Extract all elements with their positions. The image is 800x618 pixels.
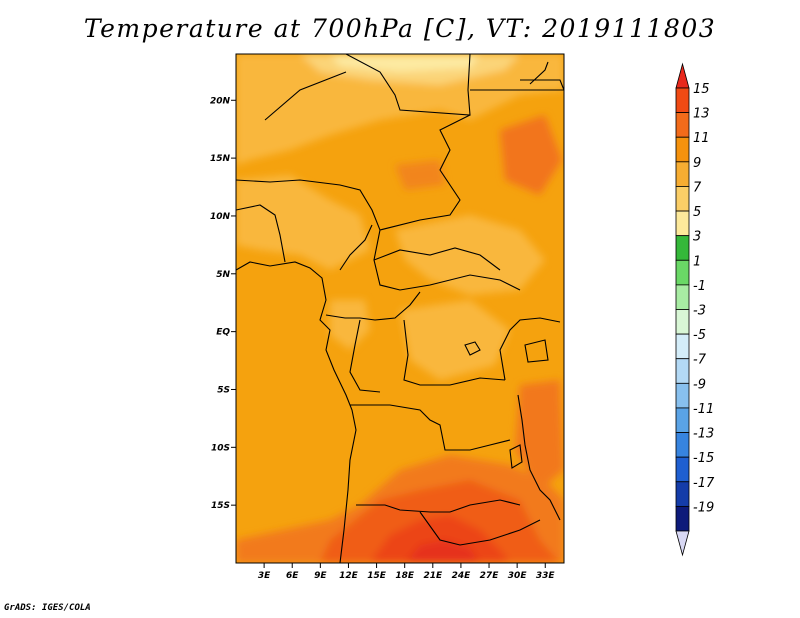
red-sea-inlet	[529, 61, 549, 85]
botswana-border	[419, 511, 541, 546]
colorbar-label: -15	[693, 451, 714, 466]
colorbar-swatch	[675, 382, 690, 409]
colorbar-label: 9	[693, 156, 701, 171]
colorbar-bottom-arrow	[675, 530, 690, 557]
colorbar-label: 7	[693, 180, 702, 195]
x-axis: 3E 6E 9E 12E 15E 18E 21E 24E 27E 30E 33E	[258, 563, 556, 581]
colorbar-swatch	[675, 309, 690, 335]
field-sudan-11-13	[500, 115, 562, 195]
y-tick-label: EQ	[216, 328, 230, 338]
colorbar-swatch	[675, 358, 690, 384]
grads-credit: GrADS: IGES/COLA	[4, 603, 91, 613]
colorbar-label: -19	[693, 500, 714, 515]
field-south-gt15	[405, 540, 480, 563]
colorbar-label: 13	[693, 107, 710, 122]
x-tick-label: 9E	[314, 571, 327, 581]
colorbar-label: -17	[693, 476, 715, 491]
libya-border	[345, 54, 471, 116]
y-axis: 20N 15N 10N 5N EQ 5S 10S 15S	[210, 96, 236, 511]
temperature-field	[236, 54, 564, 563]
drc-border	[403, 319, 506, 386]
field-gabon-7-9	[330, 300, 370, 350]
x-tick-label: 3E	[258, 571, 271, 581]
colorbar-swatch	[675, 333, 690, 360]
y-tick-label: 10S	[211, 443, 230, 453]
colorbar: 15 13 11 9 7 5 3 1 -1 -3 -5 -7 -9 -11 -13 -15 -17 -19	[675, 62, 715, 557]
lake-2	[509, 444, 523, 469]
coastlines-borders	[236, 54, 564, 563]
field-chad-11	[395, 160, 445, 190]
y-tick-label: 15N	[210, 154, 231, 164]
colorbar-swatch	[675, 456, 690, 483]
x-tick-label: 33E	[536, 571, 556, 581]
y-tick-label: 10N	[210, 212, 231, 222]
colorbar-swatch	[675, 259, 690, 286]
colorbar-swatch	[675, 481, 690, 507]
gabon-congo-border	[349, 319, 381, 393]
x-tick-label: 15E	[367, 571, 387, 581]
x-tick-label: 30E	[508, 571, 528, 581]
colorbar-swatch	[675, 161, 690, 187]
colorbar-label: 11	[693, 131, 710, 146]
colorbar-swatch	[675, 284, 690, 310]
angola-drc-border	[350, 404, 511, 451]
colorbar-swatch	[675, 235, 690, 261]
y-tick-label: 15S	[211, 501, 230, 511]
x-tick-label: 27E	[480, 571, 500, 581]
field-east-11-13	[515, 380, 564, 490]
map-frame	[235, 53, 565, 564]
field-north-3-5	[330, 54, 480, 72]
malawi-border	[517, 394, 561, 521]
colorbar-label: -9	[693, 377, 706, 392]
y-tick-label: 20N	[210, 96, 231, 106]
field-central-7-9	[395, 215, 545, 295]
colorbar-label: 15	[693, 82, 710, 97]
colorbar-label: 5	[693, 205, 701, 220]
chad-sudan-border	[379, 114, 471, 231]
colorbar-swatch	[675, 432, 690, 458]
congo-border	[325, 291, 421, 321]
field-south-13-15	[370, 515, 510, 563]
colorbar-label: -11	[693, 402, 714, 417]
x-tick-label: 12E	[339, 571, 359, 581]
sahel-border	[236, 179, 521, 291]
algeria-niger-border	[264, 71, 347, 121]
red-sea-coast	[520, 79, 564, 91]
nigeria-cameroon-border	[339, 224, 373, 271]
colorbar-swatch	[675, 136, 690, 163]
namibia-border	[356, 499, 521, 513]
colorbar-top-arrow	[675, 62, 690, 89]
colorbar-label: -1	[693, 279, 706, 294]
colorbar-swatch	[675, 186, 690, 212]
field-congo-7-9	[400, 300, 510, 380]
x-tick-label: 21E	[423, 571, 443, 581]
lake-victoria	[524, 339, 549, 363]
colorbar-label: -13	[693, 427, 714, 442]
west-africa-border	[236, 204, 286, 263]
colorbar-label: -3	[693, 304, 706, 319]
y-tick-label: 5N	[216, 270, 230, 280]
colorbar-swatch	[675, 210, 690, 237]
colorbar-label: 3	[693, 230, 701, 245]
colorbar-swatch	[675, 505, 690, 532]
x-tick-label: 18E	[395, 571, 415, 581]
colorbar-label: 1	[693, 254, 701, 269]
lake-1	[464, 341, 481, 356]
colorbar-label: -7	[693, 353, 707, 368]
y-tick-label: 5S	[217, 385, 230, 395]
colorbar-swatch	[675, 407, 690, 433]
x-tick-label: 6E	[286, 571, 299, 581]
colorbar-swatch	[675, 112, 690, 138]
great-lakes-border	[499, 317, 561, 381]
x-tick-label: 24E	[452, 571, 472, 581]
atlantic-coast	[236, 261, 357, 563]
chart-title: Temperature at 700hPa [C], VT: 201911180…	[83, 14, 717, 43]
colorbar-swatch	[675, 87, 690, 114]
colorbar-label: -5	[693, 328, 706, 343]
car-border	[373, 247, 501, 271]
field-west-7-9	[236, 175, 370, 270]
